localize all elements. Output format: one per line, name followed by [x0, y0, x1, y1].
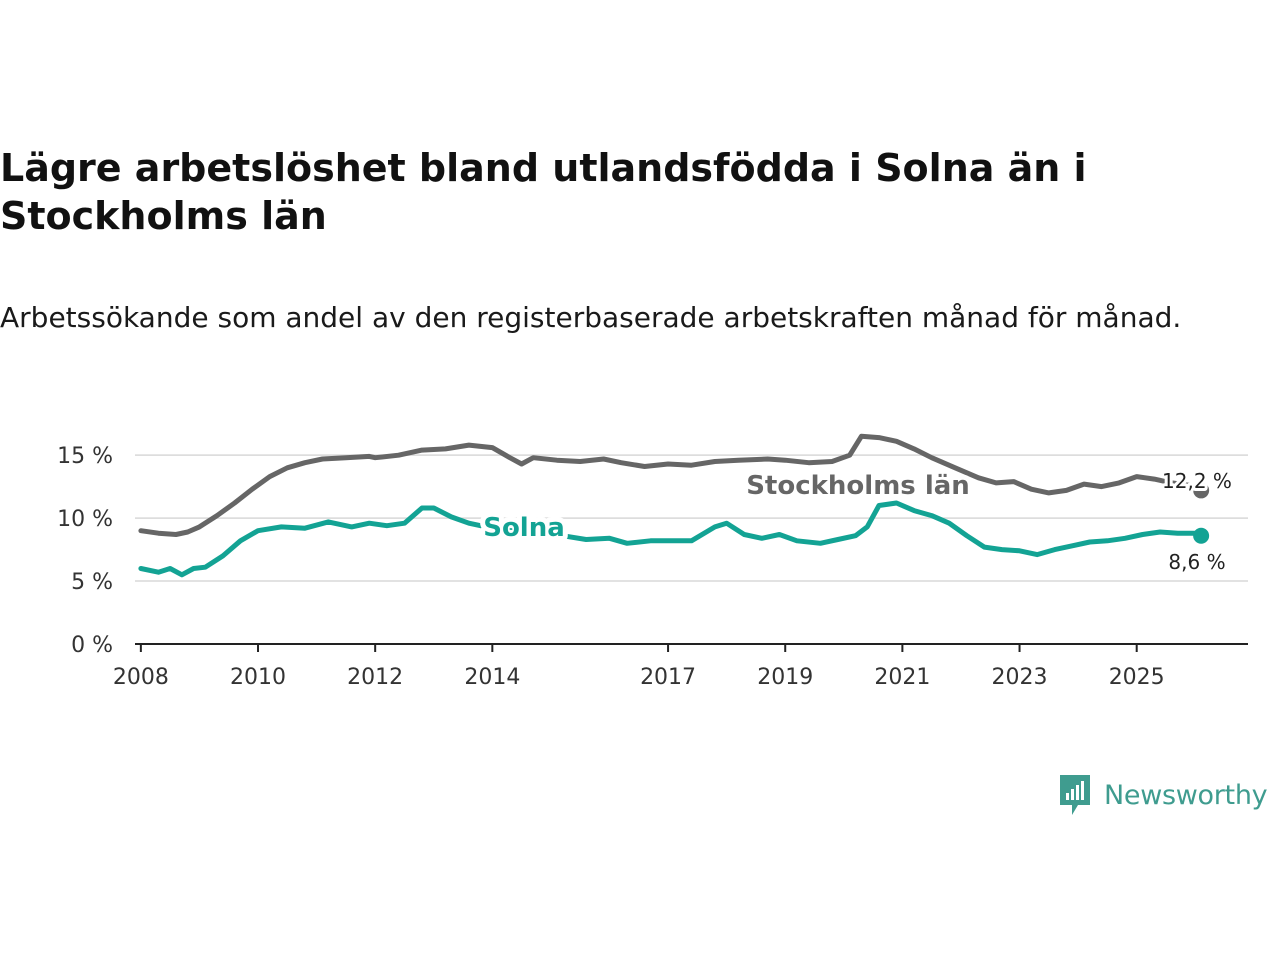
y-tick-label: 0 %	[71, 633, 113, 658]
x-axis-ticks: 2008 2010 2012 2014 2017 2019 2021 2023 2025	[113, 644, 1165, 690]
x-tick-label: 2008	[113, 665, 169, 690]
line-chart: 0 %5 %10 %15 % 2008 2010 2012 2014 2017 2019 2…	[57, 433, 1248, 690]
x-tick-label: 2023	[992, 665, 1048, 690]
x-tick-label: 2012	[347, 665, 403, 690]
x-tick-label: 2019	[757, 665, 813, 690]
x-tick-label: 2025	[1109, 665, 1165, 690]
series-lines	[138, 433, 1210, 578]
solna-series-line	[138, 500, 1204, 578]
gridlines	[135, 454, 1248, 645]
newsworthy-logo[interactable]: Newsworthy	[1058, 772, 1268, 818]
y-axis-ticks: 0 % 5 % 10 % 15 %	[57, 444, 113, 658]
y-tick-label: 10 %	[57, 507, 113, 532]
stockholm-series-label-halo: Stockholms län	[746, 471, 970, 501]
y-tick-label: 15 %	[57, 444, 113, 469]
stockholm-end-value-label: 12,2 %	[1162, 469, 1232, 493]
brand-name: Newsworthy	[1104, 779, 1268, 811]
x-tick-label: 2014	[464, 665, 520, 690]
stockholm-series-label: Stockholms län	[746, 471, 970, 501]
solna-end-value-label-halo: 8,6 %	[1168, 550, 1225, 574]
solna-series-label-halo: Solna	[483, 513, 565, 543]
chart-title: Lägre arbetslöshet bland utlandsfödda i …	[0, 146, 1087, 238]
newsworthy-logo-icon	[1060, 775, 1090, 815]
x-tick-label: 2010	[230, 665, 286, 690]
stockholm-end-marker	[1193, 482, 1210, 499]
stockholm-end-value-label-halo: 12,2 %	[1162, 469, 1232, 493]
x-tick-label: 2017	[640, 665, 696, 690]
stockholm-series-line	[138, 433, 1204, 537]
solna-end-marker	[1193, 527, 1210, 544]
solna-end-value-label: 8,6 %	[1168, 550, 1225, 574]
y-tick-label: 5 %	[71, 570, 113, 595]
solna-series-label: Solna	[483, 513, 565, 543]
x-tick-label: 2021	[874, 665, 930, 690]
chart-subtitle: Arbetssökande som andel av den registerb…	[0, 301, 1182, 334]
